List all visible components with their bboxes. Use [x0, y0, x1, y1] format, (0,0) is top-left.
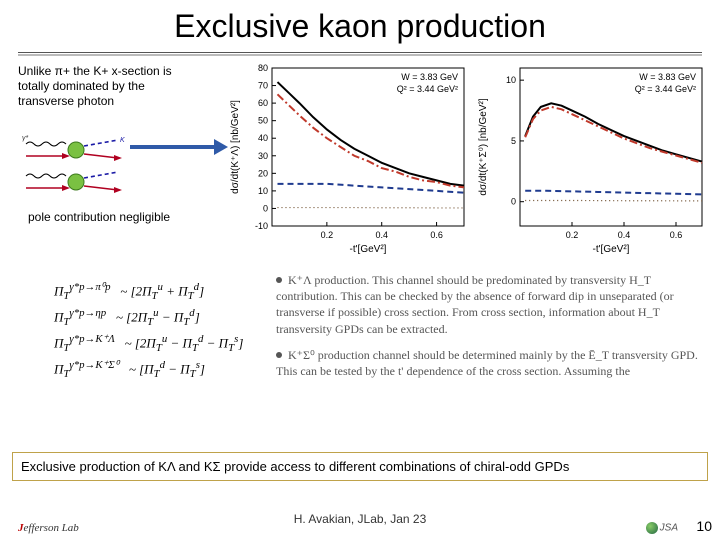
svg-text:0.4: 0.4 [618, 230, 631, 240]
svg-text:dσ/dt(K⁺Σ⁰) [nb/GeV²]: dσ/dt(K⁺Σ⁰) [nb/GeV²] [478, 98, 489, 195]
svg-text:10: 10 [506, 75, 516, 85]
svg-text:0.2: 0.2 [566, 230, 579, 240]
page-number: 10 [696, 518, 712, 534]
equation-row: ΠTγ*p→K⁺Λ ~ [2ΠTu − ΠTd − ΠTs] [54, 326, 264, 352]
equations-block: ΠTγ*p→π⁰p ~ [2ΠTu + ΠTd]ΠTγ*p→ηp ~ [2ΠTu… [54, 274, 264, 378]
conclusion-text: Exclusive production of KΛ and KΣ provid… [21, 459, 569, 474]
svg-text:dσ/dt(K⁺Λ) [nb/GeV²]: dσ/dt(K⁺Λ) [nb/GeV²] [230, 100, 241, 194]
title-rule [18, 52, 702, 53]
equation-row: ΠTγ*p→π⁰p ~ [2ΠTu + ΠTd] [54, 274, 264, 300]
svg-text:0: 0 [511, 197, 516, 207]
footer: Jefferson Lab H. Avakian, JLab, Jan 23 J… [0, 512, 720, 534]
intro-text: Unlike π+ the K+ x-section is totally do… [18, 64, 198, 109]
svg-text:Q² = 3.44 GeV²: Q² = 3.44 GeV² [397, 84, 458, 94]
equation-row: ΠTγ*p→ηp ~ [2ΠTu − ΠTd] [54, 300, 264, 326]
jlab-logo: Jefferson Lab [18, 522, 79, 534]
svg-text:60: 60 [258, 98, 268, 108]
svg-text:0.4: 0.4 [375, 230, 388, 240]
svg-text:5: 5 [511, 136, 516, 146]
bullet-item: K⁺Σ⁰ production channel should be determ… [276, 347, 706, 379]
equation-row: ΠTγ*p→K⁺Σ⁰ ~ [ΠTd − ΠTs] [54, 352, 264, 378]
svg-text:-10: -10 [255, 221, 268, 231]
svg-text:-t'[GeV²]: -t'[GeV²] [593, 244, 630, 255]
feynman-top: γ* K [22, 135, 125, 161]
svg-text:30: 30 [258, 151, 268, 161]
svg-text:-t'[GeV²]: -t'[GeV²] [350, 244, 387, 255]
pole-text: pole contribution negligible [28, 210, 188, 224]
arrow-icon [130, 137, 230, 157]
slide-title: Exclusive kaon production [0, 0, 720, 45]
conclusion-box: Exclusive production of KΛ and KΣ provid… [12, 452, 708, 481]
footer-center: H. Avakian, JLab, Jan 23 [0, 512, 720, 526]
svg-text:0.2: 0.2 [321, 230, 334, 240]
svg-text:80: 80 [258, 63, 268, 73]
feynman-bottom [26, 172, 122, 193]
charts-area: -10010203040506070800.20.40.6-t'[GeV²]dσ… [226, 60, 714, 260]
svg-text:10: 10 [258, 186, 268, 196]
svg-text:20: 20 [258, 168, 268, 178]
jsa-text: JSA [660, 523, 678, 534]
mid-content: ΠTγ*p→π⁰p ~ [2ΠTu + ΠTd]ΠTγ*p→ηp ~ [2ΠTu… [14, 274, 708, 434]
svg-text:70: 70 [258, 81, 268, 91]
svg-text:K: K [120, 137, 125, 144]
svg-text:0: 0 [263, 203, 268, 213]
svg-text:W = 3.83 GeV: W = 3.83 GeV [401, 72, 458, 82]
svg-text:50: 50 [258, 116, 268, 126]
svg-text:0.6: 0.6 [430, 230, 443, 240]
svg-text:40: 40 [258, 133, 268, 143]
chart-left: -10 0 10 20 30 40 50 60 70 80 0.2 0.4 0.6 -t'[GeV²] dσ… [226, 60, 470, 256]
svg-text:γ*: γ* [22, 135, 29, 142]
chart-right: 0 5 10 0.2 0.4 0.6 -t'[GeV²] dσ/dt(K⁺Σ⁰) [nb/Ge… [474, 60, 708, 256]
slide-root: Exclusive kaon production Unlike π+ the … [0, 0, 720, 540]
jsa-logo: JSA [646, 522, 678, 534]
svg-text:Q² = 3.44 GeV²: Q² = 3.44 GeV² [635, 84, 696, 94]
bullets-block: K⁺Λ production. This channel should be p… [276, 272, 706, 389]
bullet-item: K⁺Λ production. This channel should be p… [276, 272, 706, 337]
svg-text:W = 3.83 GeV: W = 3.83 GeV [640, 72, 697, 82]
svg-text:0.6: 0.6 [670, 230, 683, 240]
title-rule-shadow [18, 54, 702, 56]
